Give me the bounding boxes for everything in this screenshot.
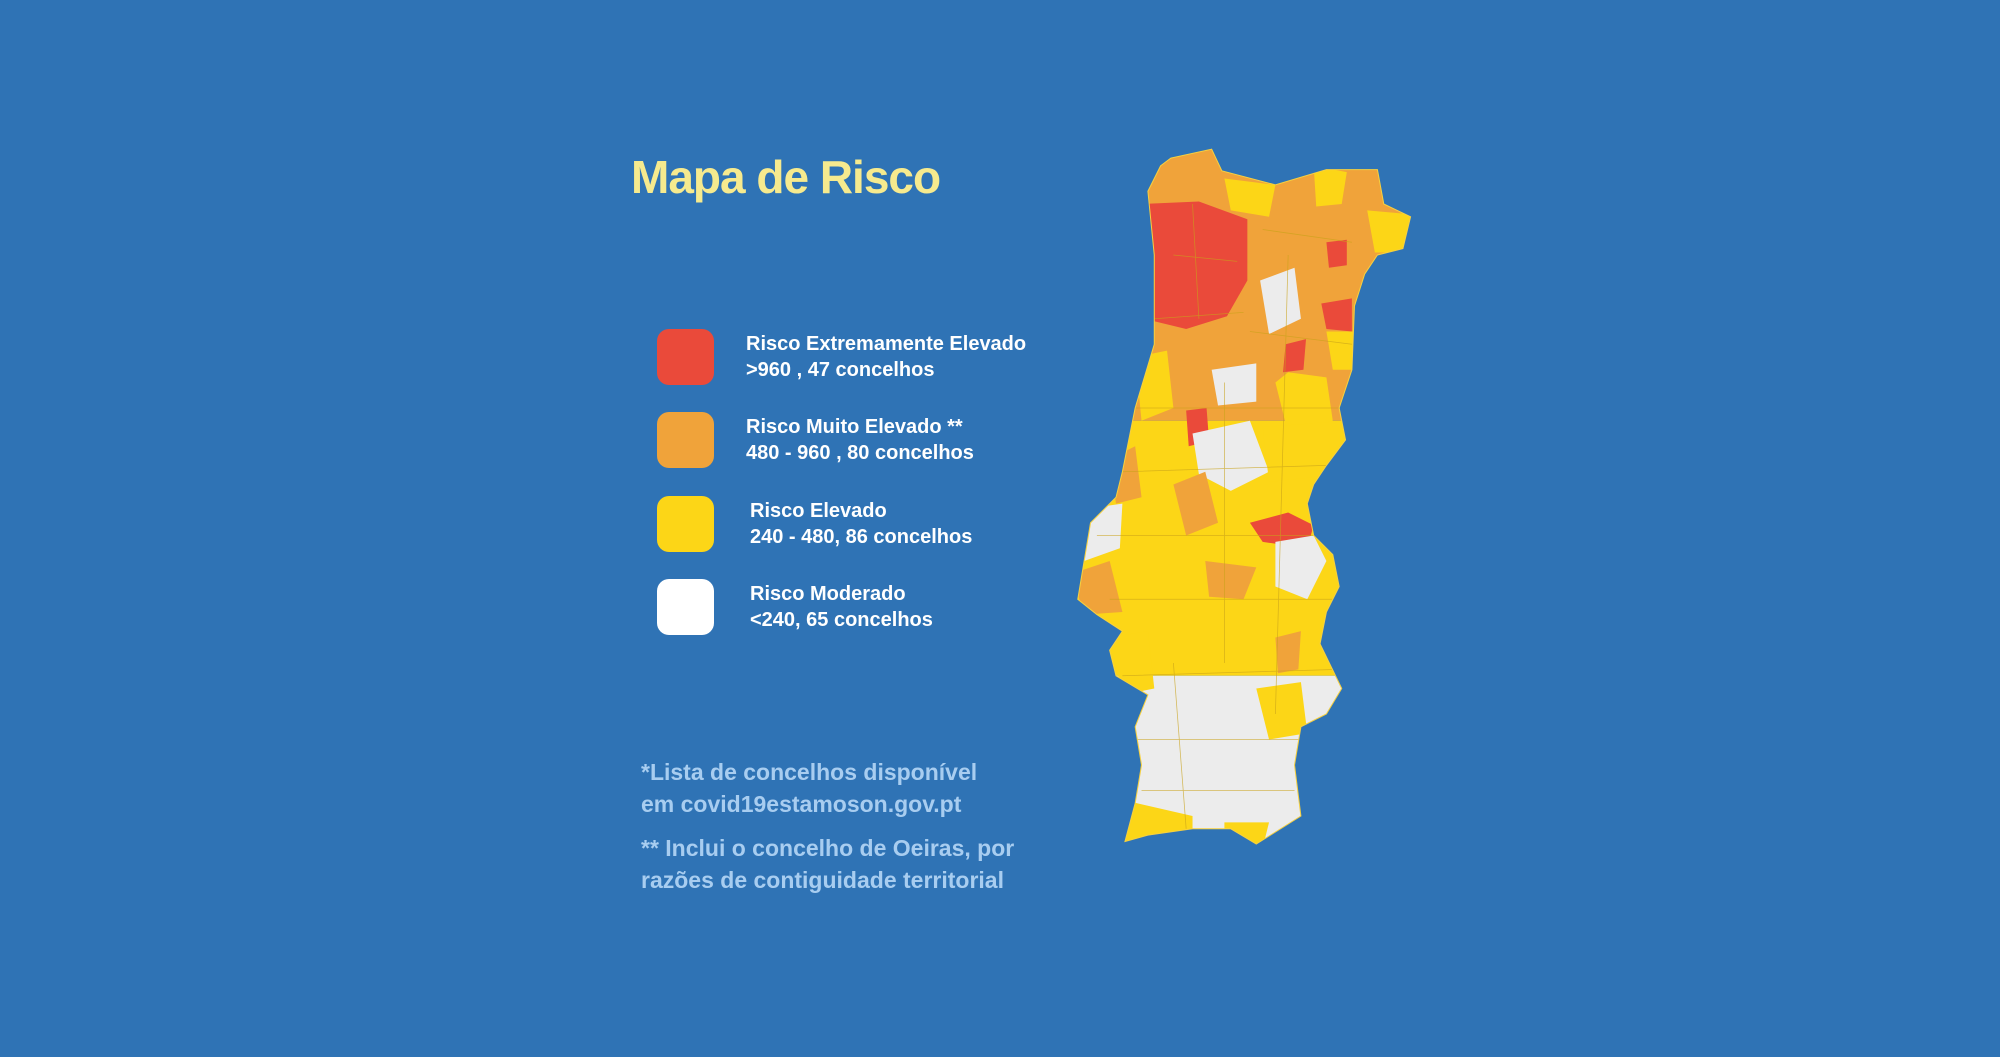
region-patch: [1173, 471, 1219, 536]
region-south-white: [1077, 675, 1411, 845]
region-patch: [1192, 420, 1270, 491]
legend-label: Risco Muito Elevado **: [746, 416, 963, 438]
legend-swatch-yellow: [657, 496, 714, 552]
region-patch: [1256, 682, 1308, 740]
legend-range: <240, 65 concelhos: [750, 609, 933, 631]
region-patch: [1224, 822, 1270, 845]
legend-label: Risco Extremamente Elevado: [746, 333, 1027, 355]
region-patch: [1262, 420, 1346, 482]
footnote-line: ** Inclui o concelho de Oeiras, por: [641, 835, 1015, 861]
legend-item-extreme: Risco Extremamente Elevado >960 , 47 conc…: [657, 329, 1026, 385]
region-patch: [1313, 165, 1347, 207]
legend-swatch-red: [657, 329, 714, 385]
legend-item-high: Risco Elevado 240 - 480, 86 concelhos: [657, 496, 972, 552]
footnote-oeiras: ** Inclui o concelho de Oeiras, por razõ…: [641, 832, 1014, 896]
region-patch: [1326, 239, 1347, 268]
footnote-link: em covid19estamoson.gov.pt: [641, 791, 962, 817]
region-northwest-red: [1141, 201, 1248, 329]
region-patch: [1077, 561, 1123, 615]
legend-item-moderate: Risco Moderado <240, 65 concelhos: [657, 579, 933, 635]
footnote-line: *Lista de concelhos disponível: [641, 759, 978, 785]
region-patch: [1283, 339, 1307, 373]
region-patch: [1135, 350, 1174, 421]
legend-range: >960 , 47 concelhos: [746, 359, 935, 381]
region-patch: [1275, 631, 1301, 674]
legend-item-very-high: Risco Muito Elevado ** 480 - 960 , 80 con…: [657, 412, 974, 468]
footnote-list: *Lista de concelhos disponível em covid1…: [641, 756, 977, 820]
legend-label: Risco Elevado: [750, 500, 887, 522]
region-patch: [1326, 331, 1355, 370]
region-patch: [1275, 535, 1327, 600]
legend-label: Risco Moderado: [750, 583, 906, 605]
region-patch: [1275, 372, 1333, 434]
region-patch: [1260, 267, 1301, 335]
region-patch: [1224, 178, 1276, 217]
legend-range: 480 - 960 , 80 concelhos: [746, 442, 974, 464]
footnote-line: razões de contiguidade territorial: [641, 867, 1004, 893]
legend-swatch-white: [657, 579, 714, 635]
page-title: Mapa de Risco: [631, 151, 941, 203]
legend-range: 240 - 480, 86 concelhos: [750, 526, 973, 548]
region-patch: [1367, 210, 1411, 253]
legend-swatch-orange: [657, 412, 714, 468]
region-patch: [1205, 561, 1257, 600]
region-patch: [1211, 363, 1257, 406]
region-patch: [1321, 298, 1352, 332]
